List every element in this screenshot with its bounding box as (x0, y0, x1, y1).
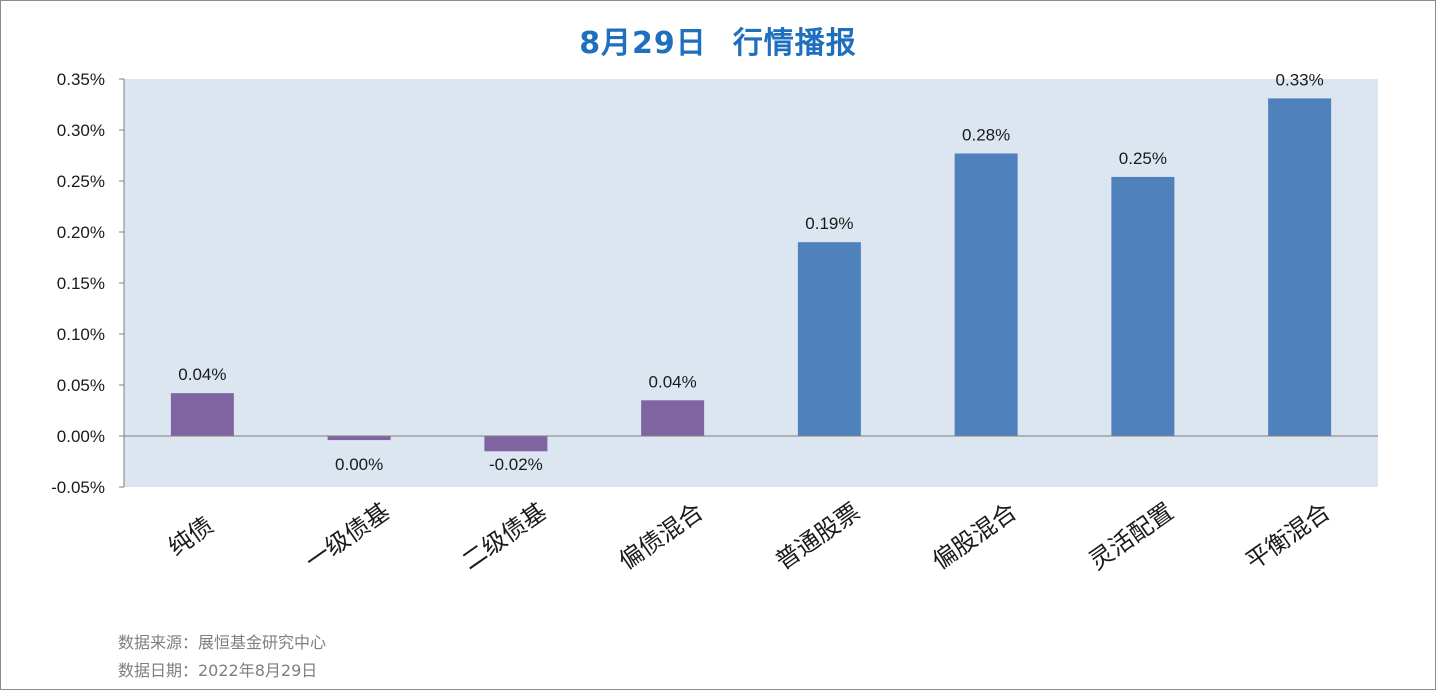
x-tick-label: 二级债基 (457, 497, 552, 575)
x-tick-label: 纯债 (163, 511, 218, 561)
y-tick-label: 0.10% (57, 325, 105, 344)
y-tick-label: 0.35% (57, 70, 105, 89)
data-label: 0.04% (178, 365, 226, 384)
title-text: 行情播报 (732, 26, 857, 61)
bar (641, 400, 705, 436)
x-tick-label: 平衡混合 (1241, 497, 1336, 575)
data-label: 0.00% (335, 455, 383, 474)
data-label: 0.25% (1119, 149, 1167, 168)
x-tick-label: 偏债混合 (614, 497, 709, 575)
y-tick-label: 0.25% (57, 172, 105, 191)
title-date: 8月29日 (579, 26, 707, 61)
data-date-note: 数据日期：2022年8月29日 (118, 661, 318, 680)
bar (484, 436, 548, 452)
data-label: 0.33% (1276, 70, 1324, 89)
bar (327, 436, 391, 441)
y-tick-label: 0.20% (57, 223, 105, 242)
bar (170, 393, 234, 436)
y-tick-label: 0.30% (57, 121, 105, 140)
data-label: 0.04% (649, 372, 697, 391)
bar (797, 242, 861, 436)
x-tick-label: 灵活配置 (1084, 497, 1179, 575)
data-label: 0.19% (805, 214, 853, 233)
data-label: 0.28% (962, 125, 1010, 144)
data-source-note: 数据来源：展恒基金研究中心 (118, 633, 327, 652)
y-tick-label: 0.00% (57, 427, 105, 446)
y-tick-label: -0.05% (51, 478, 105, 497)
data-label: -0.02% (489, 455, 543, 474)
x-tick-label: 普通股票 (770, 497, 865, 575)
chart-title: 8月29日 行情播报 (0, 18, 1436, 62)
bar (1111, 176, 1175, 437)
bar (1268, 98, 1332, 436)
x-tick-label: 一级债基 (300, 497, 395, 575)
plot-area (124, 79, 1378, 487)
x-tick-label: 偏股混合 (927, 497, 1022, 575)
bar (954, 153, 1018, 436)
y-tick-label: 0.15% (57, 274, 105, 293)
y-tick-label: 0.05% (57, 376, 105, 395)
